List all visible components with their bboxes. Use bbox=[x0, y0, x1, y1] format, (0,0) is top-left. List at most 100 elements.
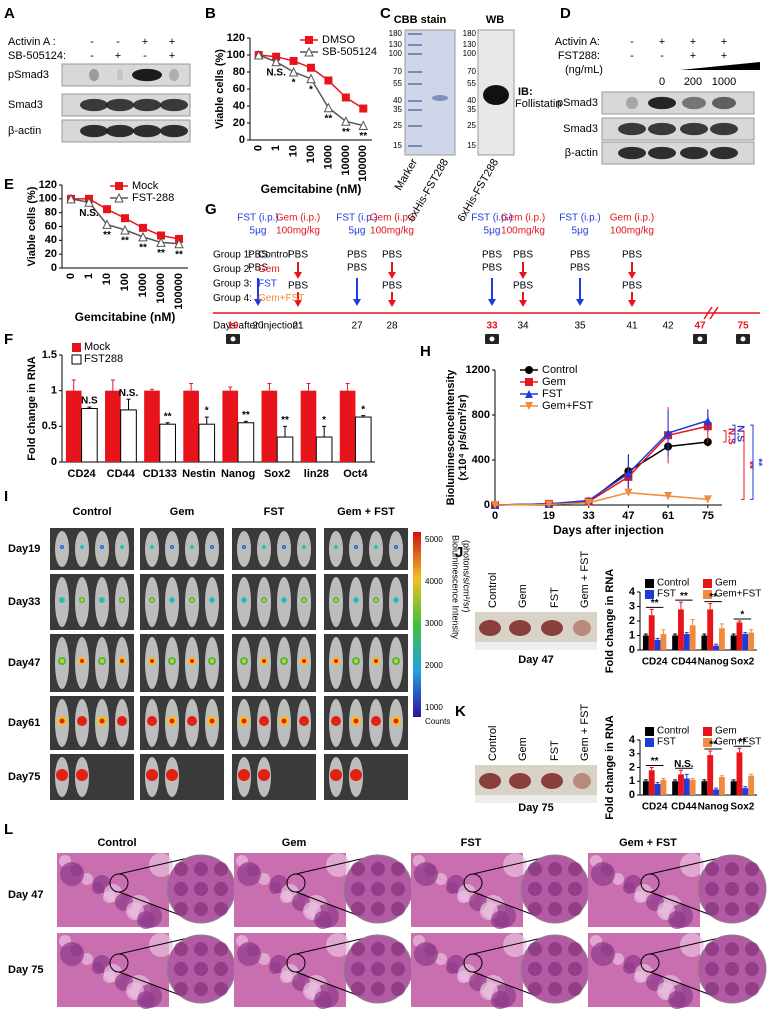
column-heading: Gem bbox=[170, 506, 195, 518]
point bbox=[157, 231, 165, 240]
tissue bbox=[174, 962, 188, 976]
tumor-label: FST bbox=[549, 587, 561, 608]
label: CBB stain bbox=[394, 14, 447, 26]
tissue bbox=[745, 982, 759, 996]
signal bbox=[283, 546, 285, 548]
y-tick-label: 40 bbox=[45, 234, 57, 246]
x-tick-label: 100 bbox=[305, 145, 317, 163]
y-tick-label: 100 bbox=[227, 49, 245, 61]
bar bbox=[648, 615, 655, 650]
x-tick-label: 100 bbox=[119, 273, 131, 291]
bar bbox=[742, 788, 749, 795]
signal bbox=[394, 659, 398, 663]
signal bbox=[149, 718, 155, 724]
tissue bbox=[269, 882, 281, 894]
legend-label: FST bbox=[657, 589, 676, 600]
bar bbox=[315, 436, 333, 463]
tissue bbox=[568, 902, 582, 916]
bar bbox=[689, 779, 696, 795]
signal bbox=[241, 772, 247, 778]
break bbox=[709, 306, 719, 320]
tissue bbox=[705, 942, 719, 956]
tissue bbox=[371, 962, 385, 976]
tissue bbox=[258, 873, 270, 885]
signal bbox=[80, 598, 84, 602]
significance: * bbox=[309, 84, 313, 95]
signal bbox=[190, 659, 194, 663]
tissue bbox=[446, 882, 458, 894]
significance: ** bbox=[103, 230, 111, 241]
tissue bbox=[174, 902, 188, 916]
y-tick-label: 3 bbox=[629, 748, 635, 760]
point bbox=[491, 501, 499, 509]
pbs: PBS bbox=[288, 250, 308, 261]
tissue bbox=[446, 962, 458, 974]
signal bbox=[302, 598, 306, 602]
sign: - bbox=[660, 50, 664, 62]
pbs: PBS bbox=[570, 250, 590, 261]
bar bbox=[701, 635, 708, 650]
tissue bbox=[457, 891, 469, 903]
band bbox=[710, 122, 738, 136]
sign: + bbox=[690, 50, 696, 62]
signal bbox=[119, 718, 125, 724]
band bbox=[106, 98, 134, 112]
point bbox=[138, 231, 148, 242]
point bbox=[358, 120, 369, 131]
label: Activin A : bbox=[8, 36, 56, 48]
y-tick-label: 0.5 bbox=[42, 420, 57, 432]
tissue bbox=[414, 862, 438, 886]
sign: - bbox=[90, 36, 94, 48]
point bbox=[703, 495, 712, 504]
significance: * bbox=[361, 404, 365, 415]
signal bbox=[335, 546, 337, 548]
legend-swatch bbox=[703, 738, 712, 747]
band bbox=[648, 146, 676, 160]
label: (photons/s/cm²/sr) bbox=[462, 540, 472, 613]
x-tick-label: Sox2 bbox=[730, 802, 754, 813]
blot bbox=[601, 117, 755, 141]
tissue bbox=[92, 962, 104, 974]
marker-size: 25 bbox=[467, 121, 476, 130]
marker-size: 100 bbox=[463, 49, 477, 58]
tissue bbox=[725, 882, 739, 896]
point bbox=[323, 102, 334, 113]
significance: ** bbox=[680, 591, 688, 602]
signal bbox=[333, 772, 339, 778]
x-tick-label: Oct4 bbox=[343, 468, 368, 480]
arrow-head bbox=[388, 272, 396, 279]
x-tick-label: 10000 bbox=[340, 145, 352, 176]
tissue bbox=[705, 862, 719, 876]
tissue bbox=[194, 862, 208, 876]
arrow-head bbox=[353, 299, 361, 306]
y-tick-label: 60 bbox=[233, 83, 245, 95]
pbs: PBS bbox=[248, 263, 268, 274]
label: Gem (i.p.) bbox=[610, 213, 654, 224]
point bbox=[121, 214, 129, 223]
bar bbox=[707, 609, 714, 650]
signal bbox=[150, 598, 154, 602]
x-tick-label: CD24 bbox=[68, 468, 97, 480]
signal bbox=[243, 546, 245, 548]
bar bbox=[81, 408, 98, 463]
day: 21 bbox=[292, 321, 304, 332]
signal bbox=[171, 546, 173, 548]
label: pSmad3 bbox=[8, 69, 49, 81]
label: Group 4: bbox=[213, 293, 252, 304]
y-tick-label: 0 bbox=[629, 789, 635, 801]
x-tick-label: CD44 bbox=[107, 468, 136, 480]
tissue bbox=[528, 982, 542, 996]
tissue bbox=[548, 862, 562, 876]
tissue bbox=[60, 942, 84, 966]
pbs: PBS bbox=[382, 250, 402, 261]
tissue bbox=[705, 902, 719, 916]
tissue bbox=[548, 982, 562, 996]
signal bbox=[263, 546, 265, 548]
tissue bbox=[568, 982, 582, 996]
tissue bbox=[391, 942, 405, 956]
legend-label: Gem+FST bbox=[715, 589, 761, 600]
significance: ** bbox=[175, 249, 183, 260]
bar bbox=[730, 635, 737, 650]
marker-size: 40 bbox=[393, 96, 402, 105]
